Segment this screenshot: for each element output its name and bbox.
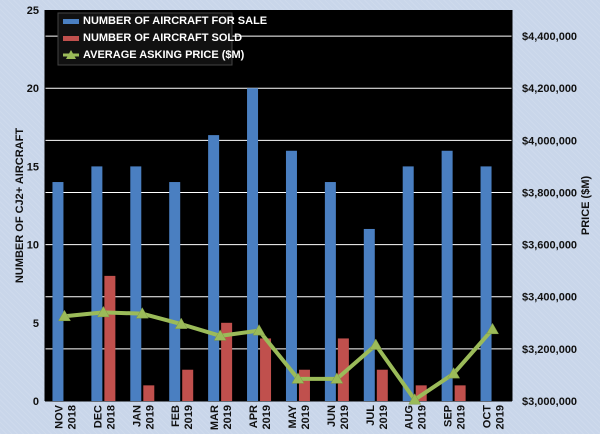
bar-for-sale <box>363 228 375 401</box>
x-tick-year: 2018 <box>66 405 78 429</box>
x-tick-year: 2019 <box>339 405 351 429</box>
price-point <box>486 322 499 335</box>
bar-sold <box>376 369 388 401</box>
bar-for-sale <box>208 135 220 401</box>
bar-sold <box>454 385 466 401</box>
x-tick-month: JUN <box>326 405 338 427</box>
right-tick-label: $3,600,000 <box>522 240 577 252</box>
legend-swatch-for-sale <box>63 19 79 24</box>
bar-sold <box>337 338 349 401</box>
x-tick-month: FEB <box>170 405 182 427</box>
x-tick-month: DEC <box>92 405 104 428</box>
x-tick-year: 2019 <box>378 405 390 429</box>
bar-for-sale <box>169 182 181 401</box>
right-axis-title: PRICE ($M) <box>580 176 592 236</box>
bar-for-sale <box>91 166 103 401</box>
plot-area <box>45 10 512 401</box>
bar-for-sale <box>285 150 297 401</box>
left-tick-label: 10 <box>27 240 39 252</box>
x-tick-month: OCT <box>482 405 494 429</box>
price-point <box>174 317 188 329</box>
price-line <box>64 310 495 402</box>
legend-label-price: AVERAGE ASKING PRICE ($M) <box>83 49 245 61</box>
bar-sold <box>221 322 233 401</box>
price-point <box>369 338 383 350</box>
price-point <box>58 309 71 322</box>
right-tick-label: $3,000,000 <box>522 396 577 408</box>
legend-swatch-price-marker <box>66 50 76 59</box>
right-tick-label: $4,400,000 <box>522 31 577 43</box>
x-tick-year: 2019 <box>222 405 234 429</box>
legend-label-sold: NUMBER OF AIRCRAFT SOLD <box>83 32 242 44</box>
x-tick-month: APR <box>248 405 260 428</box>
x-tick-year: 2018 <box>105 405 117 429</box>
x-tick-year: 2019 <box>495 405 507 429</box>
price-point <box>135 307 149 319</box>
x-tick-month: JUL <box>365 405 377 426</box>
bar-for-sale <box>324 182 336 401</box>
right-tick-label: $4,200,000 <box>522 83 577 95</box>
x-tick-year: 2019 <box>183 405 195 429</box>
x-tick-year: 2019 <box>261 405 273 429</box>
x-tick-month: JAN <box>131 405 143 427</box>
legend-swatch-sold <box>63 36 79 41</box>
left-tick-label: 15 <box>27 161 39 173</box>
bar-for-sale <box>480 166 492 401</box>
right-tick-label: $3,800,000 <box>522 187 577 199</box>
x-tick-year: 2019 <box>456 405 468 429</box>
x-tick-year: 2019 <box>300 405 312 429</box>
x-tick-year: 2019 <box>144 405 156 429</box>
legend-label-for-sale: NUMBER OF AIRCRAFT FOR SALE <box>83 15 267 27</box>
bar-sold <box>182 369 194 401</box>
x-tick-month: MAY <box>287 404 299 428</box>
legend-box <box>57 12 233 66</box>
price-point <box>291 372 305 384</box>
right-tick-label: $3,200,000 <box>522 344 577 356</box>
x-tick-year: 2019 <box>417 405 429 429</box>
bar-sold <box>260 338 272 401</box>
price-point <box>330 372 344 384</box>
left-axis-title: NUMBER OF CJ2+ AIRCRAFT <box>14 128 26 283</box>
bar-for-sale <box>52 182 64 401</box>
x-tick-month: SEP <box>443 405 455 427</box>
price-point <box>96 305 110 318</box>
price-point <box>252 324 266 336</box>
bar-sold <box>104 275 116 401</box>
bar-for-sale <box>247 88 259 401</box>
x-tick-month: NOV <box>53 404 65 429</box>
price-point <box>447 367 461 379</box>
right-tick-label: $3,400,000 <box>522 292 577 304</box>
left-tick-label: 25 <box>27 5 39 17</box>
bar-for-sale <box>441 150 453 401</box>
bar-for-sale <box>402 166 414 401</box>
left-tick-label: 0 <box>33 396 39 408</box>
x-tick-month: MAR <box>209 405 221 430</box>
bar-sold <box>298 369 310 401</box>
left-tick-label: 5 <box>33 318 39 330</box>
bar-for-sale <box>130 166 142 401</box>
price-point <box>213 329 227 341</box>
bar-sold <box>143 385 155 401</box>
price-point <box>408 393 422 405</box>
left-tick-label: 20 <box>27 83 39 95</box>
right-tick-label: $4,000,000 <box>522 135 577 147</box>
x-tick-month: AUG <box>404 405 416 429</box>
